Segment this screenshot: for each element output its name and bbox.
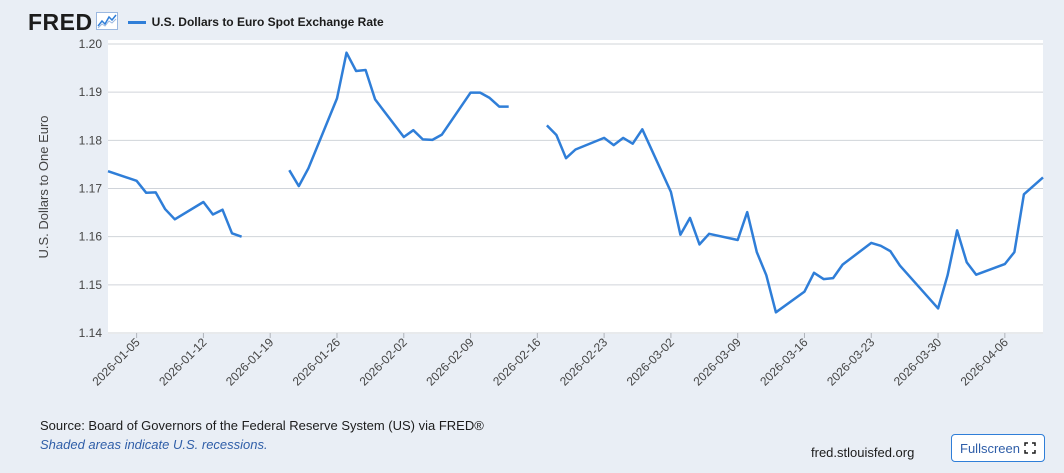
y-axis-label: U.S. Dollars to One Euro (36, 115, 51, 258)
y-tick-label: 1.16 (79, 230, 103, 244)
x-tick-label: 2026-02-02 (357, 335, 411, 389)
source-note: Source: Board of Governors of the Federa… (40, 418, 484, 433)
x-tick-label: 2026-03-23 (824, 335, 878, 389)
legend-label: U.S. Dollars to Euro Spot Exchange Rate (151, 15, 384, 29)
x-tick-label: 2026-02-23 (557, 335, 611, 389)
x-tick-label: 2026-01-26 (290, 335, 344, 389)
x-tick-label: 2026-03-02 (624, 335, 678, 389)
y-tick-label: 1.20 (79, 37, 103, 51)
x-tick-label: 2026-01-05 (89, 335, 143, 389)
x-tick-label: 2026-01-19 (223, 335, 277, 389)
y-tick-label: 1.14 (79, 326, 103, 340)
line-graph-icon[interactable] (95, 11, 118, 35)
y-tick-label: 1.15 (79, 278, 103, 292)
series-line[interactable] (288, 51, 509, 188)
legend-swatch (127, 20, 146, 24)
series-line[interactable] (107, 170, 243, 238)
y-tick-label: 1.17 (79, 182, 103, 196)
x-tick-label: 2026-02-09 (423, 335, 477, 389)
fullscreen-button[interactable]: Fullscreen (951, 434, 1045, 462)
x-tick-label: 2026-03-09 (691, 335, 745, 389)
x-tick-label: 2026-01-12 (156, 335, 210, 389)
fred-logo[interactable]: FRED (28, 8, 93, 35)
series-line[interactable] (546, 124, 1044, 314)
recession-note: Shaded areas indicate U.S. recessions. (40, 437, 268, 452)
expand-icon (1024, 442, 1036, 454)
y-tick-label: 1.18 (79, 133, 103, 147)
x-tick-label: 2026-03-30 (891, 335, 945, 389)
x-tick-label: 2026-04-06 (958, 335, 1012, 389)
chart-header: FRED U.S. Dollars to Euro Spot Exchange … (28, 8, 384, 36)
y-tick-label: 1.19 (79, 85, 103, 99)
x-tick-label: 2026-03-16 (757, 335, 811, 389)
x-tick-label: 2026-02-16 (490, 335, 544, 389)
site-url[interactable]: fred.stlouisfed.org (811, 445, 915, 460)
fullscreen-label: Fullscreen (960, 440, 1020, 456)
